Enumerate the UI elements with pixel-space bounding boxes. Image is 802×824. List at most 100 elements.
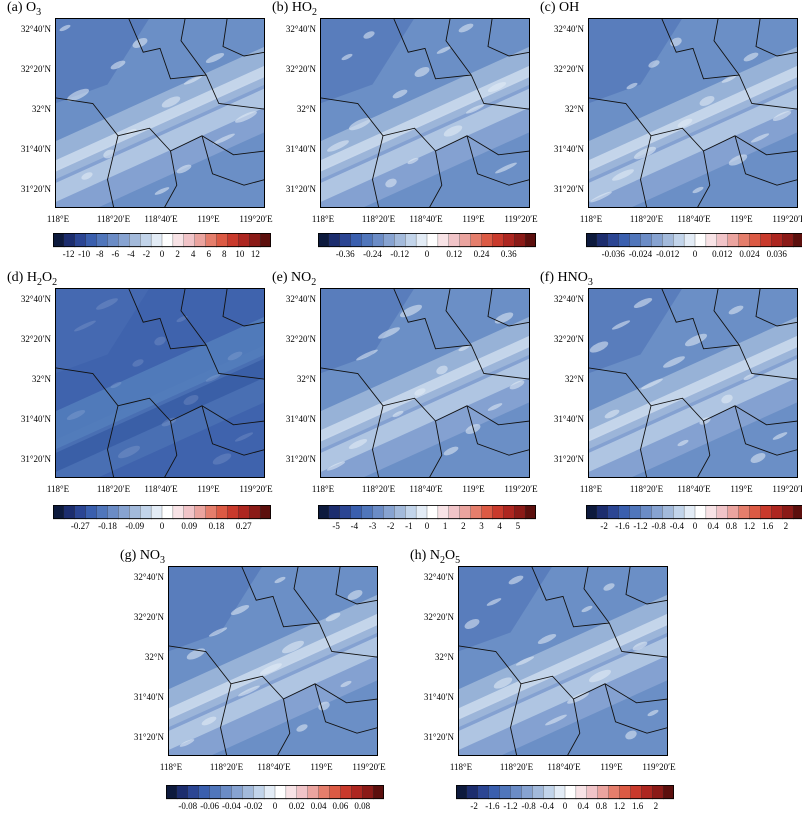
panel-e-title: (e) NO2 bbox=[272, 270, 316, 288]
panel-c-colorbar-cell bbox=[651, 232, 663, 248]
panel-d-colorbar-label: -0.18 bbox=[98, 521, 117, 531]
panel-a-ytick: 31°40′N bbox=[20, 144, 51, 154]
panel-d-colorbar-cell bbox=[216, 504, 229, 520]
panel-c-colorbar-cell bbox=[662, 232, 674, 248]
panel-h-ytick: 31°40′N bbox=[423, 692, 454, 702]
panel-h-ytick: 32°20′N bbox=[423, 612, 454, 622]
panel-e-colorbar-label: 4 bbox=[497, 521, 502, 531]
panel-c-band-2 bbox=[588, 88, 798, 203]
panel-d-field bbox=[55, 288, 265, 478]
panel-a-colorbar-label: 4 bbox=[190, 249, 196, 259]
panel-g-boundary-2 bbox=[220, 683, 232, 756]
panel-b-colorbar-label: -0.36 bbox=[335, 249, 355, 259]
panel-f-ytick: 32°40′N bbox=[553, 294, 584, 304]
panel-b-frame bbox=[320, 18, 530, 208]
panel-a-colorbar-cell bbox=[227, 232, 239, 248]
panel-f-nw-region bbox=[588, 288, 683, 374]
panel-a-ytick: 32°N bbox=[31, 104, 51, 114]
panel-e-xtick: 119°E bbox=[462, 484, 485, 494]
panel-f-colorbar-cell bbox=[629, 504, 642, 520]
panel-d-colorbar-label: 0.27 bbox=[235, 521, 252, 531]
panel-a-band-3 bbox=[55, 65, 265, 172]
panel-d-colorbar-cell bbox=[129, 504, 141, 520]
panel-e-speckle bbox=[326, 461, 346, 471]
panel-e-boundary-6 bbox=[487, 288, 530, 327]
panel-h-boundary-4 bbox=[604, 683, 668, 734]
panel-e-colorbar-label: 2 bbox=[461, 521, 466, 531]
panel-e-colorbar-label: -4 bbox=[350, 521, 359, 531]
panel-f-colorbar-label: -0.4 bbox=[669, 521, 684, 531]
panel-d-speckle bbox=[234, 432, 254, 442]
panel-f-boundary-2 bbox=[640, 405, 652, 478]
panel-d-xtick: 118°E bbox=[46, 484, 70, 494]
panel-b-ytick: 32°40′N bbox=[285, 24, 316, 34]
panel-h-band-3 bbox=[458, 613, 668, 720]
panel-f-speckle bbox=[743, 373, 755, 381]
panel-b-boundary-0 bbox=[393, 18, 530, 110]
panel-h-title: (h) N2O5 bbox=[410, 548, 460, 566]
panel-f-colorbar-cell bbox=[792, 504, 802, 520]
panel-a-title: (a) O3 bbox=[7, 0, 41, 18]
panel-e-speckle bbox=[487, 403, 503, 411]
panel-e-boundary-3 bbox=[428, 420, 443, 478]
panel-g-xtick: 118°20′E bbox=[209, 762, 244, 772]
panel-d-ytick: 31°40′N bbox=[20, 414, 51, 424]
panel-d-boundary-2 bbox=[107, 405, 119, 478]
panel-g-boundary-3 bbox=[276, 698, 291, 756]
panel-b-colorbar-cell bbox=[437, 232, 450, 248]
panel-c-colorbar bbox=[585, 232, 802, 254]
panel-h-colorbar bbox=[455, 784, 675, 806]
panel-h-colorbar-cell bbox=[543, 784, 555, 800]
panel-h-speckle bbox=[632, 641, 648, 651]
panel-g-speckle bbox=[340, 680, 352, 688]
panel-c-boundary-4 bbox=[734, 135, 798, 186]
panel-e-speckle bbox=[399, 304, 423, 318]
panel-a-ytick: 32°40′N bbox=[20, 24, 51, 34]
panel-g-ytick: 32°20′N bbox=[133, 612, 164, 622]
panel-c-colorbar-cell bbox=[792, 232, 802, 248]
panel-b-ytick: 31°20′N bbox=[285, 184, 316, 194]
panel-a-colorbar-cell bbox=[216, 232, 229, 248]
panel-c-speckle bbox=[648, 60, 660, 68]
panel-f-speckle bbox=[611, 320, 631, 330]
panel-f-colorbar-cell bbox=[716, 504, 729, 520]
panel-h-xtick: 119°E bbox=[600, 762, 623, 772]
panel-h-boundary-3 bbox=[566, 698, 581, 756]
panel-b-colorbar-cell bbox=[339, 232, 352, 248]
panel-h-colorbar-cell bbox=[521, 784, 533, 800]
panel-b-colorbar-label: -0.12 bbox=[390, 249, 410, 259]
panel-g-speckle bbox=[186, 648, 206, 660]
panel-b-nw-region bbox=[320, 18, 415, 104]
panel-f-colorbar-cell bbox=[662, 504, 674, 520]
panel-d-boundary-3 bbox=[163, 420, 178, 478]
panel-e-ytick: 32°40′N bbox=[285, 294, 316, 304]
panel-h-boundary-6 bbox=[625, 566, 668, 605]
panel-f-colorbar-label: 0.4 bbox=[707, 521, 719, 531]
panel-h-nw-region bbox=[458, 566, 553, 652]
panel-e-colorbar-label: -3 bbox=[368, 521, 377, 531]
panel-f-boundary-0 bbox=[661, 288, 798, 380]
panel-e-colorbar-cell bbox=[524, 504, 537, 520]
panel-f-speckle bbox=[633, 297, 653, 309]
panel-c-colorbar-cell bbox=[782, 232, 794, 248]
panel-f-ytick: 32°N bbox=[564, 374, 584, 384]
panel-g-boundary-0 bbox=[241, 566, 378, 658]
panel-c-colorbar-cell bbox=[607, 232, 620, 248]
panel-g-xtick: 118°40′E bbox=[257, 762, 291, 772]
panel-b-colorbar-cell bbox=[415, 232, 428, 248]
panel-d-band-1 bbox=[55, 316, 265, 450]
panel-g-colorbar-label: -0.04 bbox=[222, 801, 241, 811]
panel-a-colorbar-cell bbox=[74, 232, 87, 248]
panel-d-colorbar-cell bbox=[161, 504, 174, 520]
panel-f-colorbar-label: -1.2 bbox=[633, 521, 648, 531]
panel-a-speckle bbox=[183, 75, 203, 85]
panel-a-colorbar-label: -4 bbox=[127, 249, 135, 259]
panel-f-colorbar-cell bbox=[738, 504, 751, 520]
panel-a-speckle bbox=[66, 88, 90, 102]
panel-f-colorbar-cell bbox=[760, 504, 772, 520]
panel-g-boundary-6 bbox=[335, 566, 378, 605]
panel-h-boundary-1 bbox=[458, 645, 668, 704]
panel-e-colorbar-label: -1 bbox=[405, 521, 413, 531]
panel-d-colorbar-cell bbox=[150, 504, 163, 520]
panel-e-colorbar-cell bbox=[448, 504, 461, 520]
